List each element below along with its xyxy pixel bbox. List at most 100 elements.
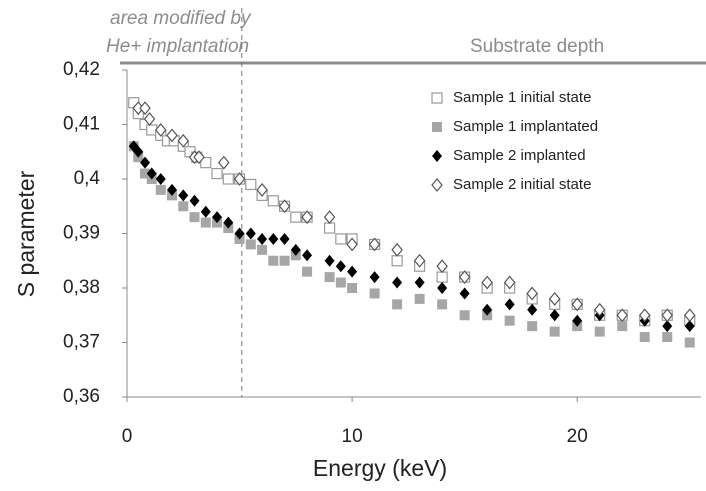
legend-label: Sample 1 initial state (453, 89, 591, 106)
marker (369, 288, 380, 299)
marker (335, 233, 347, 245)
legend-marker (431, 92, 443, 104)
marker (324, 272, 335, 283)
marker (167, 183, 178, 196)
marker (683, 308, 696, 323)
marker (346, 237, 358, 252)
y-tick-label: 0,36 (63, 386, 100, 407)
y-tick-label: 0,42 (63, 59, 100, 80)
marker (200, 205, 211, 218)
marker (323, 222, 336, 234)
marker (368, 237, 381, 252)
marker (267, 195, 279, 207)
marker (324, 254, 335, 267)
annotation: Substrate depth (470, 36, 604, 57)
legend-marker (431, 178, 443, 192)
marker (662, 320, 673, 333)
marker (616, 308, 628, 323)
marker (257, 232, 268, 245)
marker (139, 101, 151, 116)
marker (256, 182, 268, 197)
annotation: He+ implantation (106, 36, 249, 57)
marker (594, 326, 605, 337)
marker (459, 310, 470, 321)
marker (211, 167, 223, 180)
marker (200, 157, 212, 169)
marker (414, 293, 425, 304)
marker (245, 239, 256, 250)
marker (301, 210, 313, 225)
marker (459, 287, 470, 300)
marker (661, 308, 674, 323)
legend-label: Sample 2 initial state (453, 176, 591, 193)
marker (302, 266, 313, 277)
marker (212, 211, 223, 224)
marker (268, 232, 279, 245)
legend-marker (432, 150, 442, 162)
marker (223, 216, 234, 229)
marker (245, 178, 257, 191)
marker (549, 309, 560, 322)
marker (504, 298, 515, 311)
marker (548, 291, 561, 306)
marker (155, 173, 166, 185)
marker (234, 227, 245, 240)
marker (279, 255, 290, 266)
y-axis-label: S parameter (13, 170, 39, 297)
marker (155, 184, 166, 195)
marker (458, 270, 471, 285)
x-tick-label: 0 (122, 426, 133, 447)
marker (413, 253, 426, 268)
y-tick-label: 0,4 (74, 168, 101, 189)
x-axis-label: Energy (keV) (313, 455, 447, 481)
legend-label: Sample 1 implantated (453, 118, 598, 135)
marker (143, 112, 156, 126)
marker (166, 128, 178, 143)
marker (437, 282, 448, 294)
marker (391, 242, 403, 257)
marker (392, 299, 403, 310)
marker (268, 255, 279, 266)
marker (189, 194, 200, 207)
marker (177, 133, 190, 148)
marker (200, 217, 211, 228)
legend-marker (432, 122, 442, 132)
marker (572, 314, 583, 327)
marker (392, 276, 403, 289)
marker (684, 320, 695, 333)
marker (662, 332, 673, 343)
marker (178, 189, 189, 202)
marker (279, 232, 290, 245)
marker (593, 302, 606, 317)
marker (146, 167, 157, 180)
marker (549, 326, 560, 337)
marker (218, 155, 230, 170)
marker (222, 173, 234, 185)
marker (481, 275, 493, 290)
marker (193, 150, 205, 165)
marker (278, 199, 291, 214)
marker (335, 260, 346, 273)
y-tick-label: 0,38 (63, 277, 100, 298)
marker (436, 259, 448, 274)
marker (245, 227, 256, 240)
marker (391, 255, 403, 267)
y-tick-label: 0,39 (63, 223, 100, 244)
marker (140, 168, 151, 179)
marker (526, 286, 538, 301)
marker (347, 265, 358, 278)
marker (347, 283, 358, 293)
marker (617, 321, 628, 332)
marker (133, 145, 144, 158)
marker (482, 303, 493, 316)
marker (302, 249, 313, 262)
marker (571, 297, 583, 312)
marker (233, 172, 246, 186)
marker (527, 303, 538, 316)
marker (369, 271, 380, 284)
x-tick-label: 20 (567, 426, 588, 447)
legend-label: Sample 2 implanted (453, 147, 586, 164)
y-tick-label: 0,41 (63, 114, 100, 135)
marker (257, 244, 268, 255)
